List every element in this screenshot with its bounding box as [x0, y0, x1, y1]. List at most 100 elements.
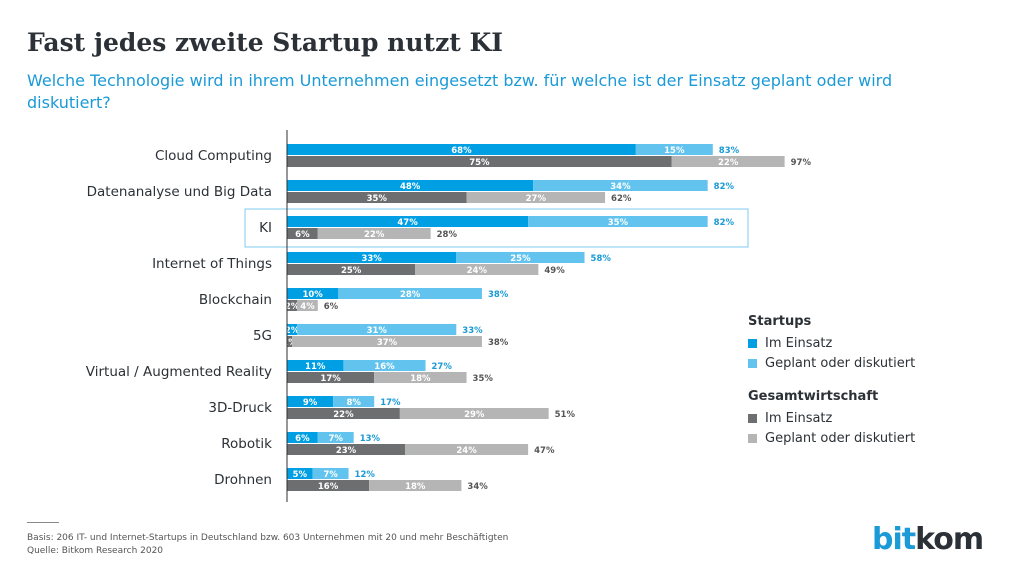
bar-value-label: 27% — [526, 194, 547, 204]
total-label: 13% — [360, 434, 381, 444]
total-label: 6% — [324, 302, 339, 312]
bar-startup-geplant — [528, 216, 708, 227]
category-label: KI — [259, 220, 272, 236]
footer: Basis: 206 IT- und Internet-Startups in … — [27, 532, 508, 558]
legend-label: Geplant oder diskutiert — [765, 355, 916, 371]
total-label: 28% — [437, 230, 458, 240]
bar-gesamt-geplant — [292, 336, 482, 347]
bar-gesamt-einsatz — [287, 156, 672, 167]
category-label: Blockchain — [199, 292, 272, 308]
bar-value-label: 2% — [285, 302, 300, 312]
bar-value-label: 15% — [664, 146, 685, 156]
bar-value-label: 5% — [293, 470, 308, 480]
legend-label: Geplant oder diskutiert — [765, 430, 916, 446]
bar-value-label: 6% — [295, 230, 310, 240]
total-label: 82% — [714, 182, 735, 192]
bar-startup-einsatz — [287, 396, 334, 407]
total-label: 38% — [488, 290, 509, 300]
bar-startup-einsatz — [287, 180, 534, 191]
bar-value-label: 25% — [510, 254, 531, 264]
bar-value-label: 9% — [303, 398, 318, 408]
bar-value-label: 22% — [364, 230, 385, 240]
total-label: 34% — [467, 482, 488, 492]
bar-value-label: 4% — [300, 302, 315, 312]
bar-value-label: 11% — [305, 362, 326, 372]
bar-value-label: 8% — [346, 398, 361, 408]
bar-value-label: 18% — [410, 374, 431, 384]
bar-startup-einsatz — [287, 324, 298, 335]
bar-gesamt-geplant — [369, 480, 462, 491]
bar-startup-einsatz — [287, 144, 636, 155]
bar-startup-geplant — [456, 252, 585, 263]
bar-value-label: 17% — [320, 374, 341, 384]
bar-gesamt-einsatz — [287, 228, 318, 239]
legend-item: Geplant oder diskutiert — [748, 428, 915, 448]
bar-gesamt-geplant — [399, 408, 549, 419]
total-label: 62% — [611, 194, 632, 204]
bar-startup-geplant — [533, 180, 708, 191]
bar-value-label: 24% — [456, 446, 477, 456]
total-label: 27% — [432, 362, 453, 372]
bar-value-label: 35% — [608, 218, 629, 228]
footer-source: Quelle: Bitkom Research 2020 — [27, 546, 164, 556]
bar-gesamt-einsatz — [287, 480, 370, 491]
total-label: 82% — [714, 218, 735, 228]
bar-value-label: 2% — [285, 326, 300, 336]
total-label: 38% — [488, 338, 509, 348]
bar-gesamt-geplant — [317, 228, 431, 239]
category-label: 3D-Druck — [208, 400, 272, 416]
legend-label: Im Einsatz — [765, 335, 833, 351]
bar-startup-geplant — [297, 324, 457, 335]
total-label: 35% — [473, 374, 494, 384]
bar-gesamt-einsatz — [287, 300, 298, 311]
bar-value-label: 6% — [295, 434, 310, 444]
bar-startup-geplant — [343, 360, 426, 371]
total-label: 33% — [462, 326, 483, 336]
category-label: 5G — [253, 328, 272, 344]
bar-value-label: 22% — [333, 410, 354, 420]
bar-value-label: 31% — [367, 326, 388, 336]
bar-gesamt-einsatz — [287, 336, 293, 347]
bar-value-label: 7% — [329, 434, 344, 444]
bar-value-label: 75% — [469, 158, 490, 168]
bar-value-label: 24% — [467, 266, 488, 276]
bar-startup-geplant — [338, 288, 482, 299]
total-label: 12% — [355, 470, 376, 480]
category-label: Drohnen — [214, 472, 272, 488]
bitkom-logo: bitkom — [872, 522, 984, 557]
bar-gesamt-geplant — [404, 444, 529, 455]
total-label: 49% — [544, 266, 565, 276]
bar-value-label: 37% — [377, 338, 398, 348]
total-label: 17% — [380, 398, 401, 408]
footer-basis: Basis: 206 IT- und Internet-Startups in … — [27, 533, 509, 543]
total-label: 47% — [534, 446, 555, 456]
bar-gesamt-einsatz — [287, 444, 405, 455]
bar-value-label: 28% — [400, 290, 421, 300]
bar-gesamt-einsatz — [287, 408, 400, 419]
bar-value-label: 33% — [361, 254, 382, 264]
bar-startup-einsatz — [287, 288, 339, 299]
bar-value-label: 23% — [336, 446, 357, 456]
bar-startup-einsatz — [287, 468, 313, 479]
category-label: Internet of Things — [152, 256, 272, 272]
bar-value-label: 22% — [718, 158, 739, 168]
bar-value-label: 18% — [405, 482, 426, 492]
category-label: Cloud Computing — [155, 148, 272, 164]
bar-value-label: 25% — [341, 266, 362, 276]
category-label: Robotik — [221, 436, 272, 452]
category-label: Virtual / Augmented Reality — [86, 364, 272, 380]
bar-value-label: 48% — [400, 182, 421, 192]
bar-value-label: 7% — [323, 470, 338, 480]
legend-startups: Startups Im Einsatz Geplant oder diskuti… — [748, 314, 915, 373]
legend-group-title: Startups — [748, 314, 812, 329]
legend-item: Im Einsatz — [748, 333, 915, 353]
bar-gesamt-einsatz — [287, 264, 416, 275]
legend-gesamtwirtschaft: Gesamtwirtschaft Im Einsatz Geplant oder… — [748, 389, 915, 448]
legend-label: Im Einsatz — [765, 410, 833, 426]
bar-value-label: 68% — [451, 146, 472, 156]
legend-item: Geplant oder diskutiert — [748, 353, 915, 373]
legend-group-title: Gesamtwirtschaft — [748, 389, 879, 404]
highlight-box — [244, 208, 749, 248]
bar-gesamt-geplant — [297, 300, 318, 311]
